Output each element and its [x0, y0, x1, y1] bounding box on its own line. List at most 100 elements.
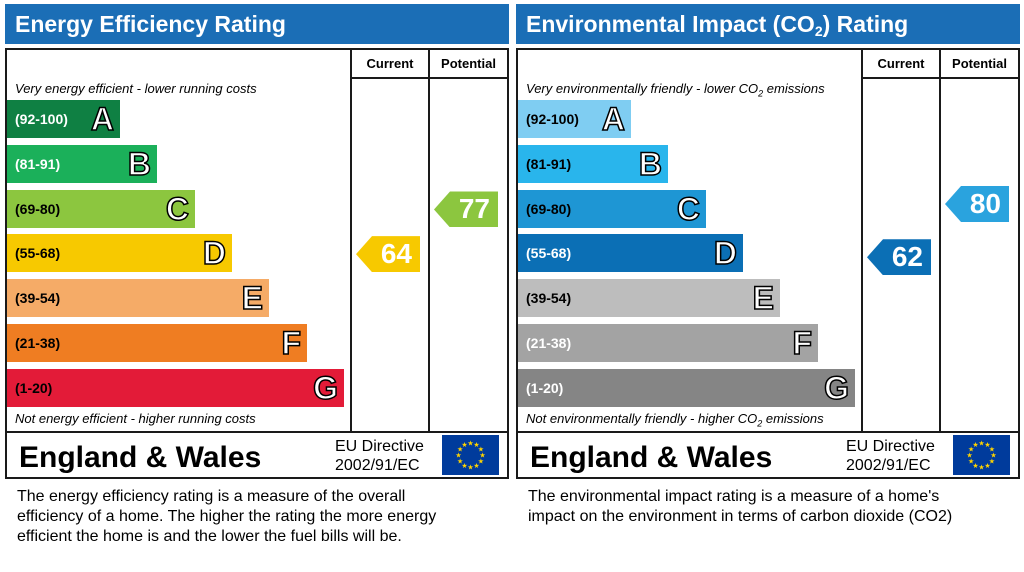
- star-icon: ★: [978, 464, 984, 472]
- band-range-label: (55-68): [526, 245, 572, 261]
- star-icon: ★: [455, 452, 461, 460]
- rating-band-b: (81-91) B: [518, 145, 668, 183]
- region-label: England & Wales: [19, 441, 262, 474]
- band-range-label: (69-80): [526, 201, 572, 217]
- star-icon: ★: [461, 462, 467, 470]
- star-icon: ★: [467, 464, 473, 472]
- current-column-header: Current: [877, 56, 925, 71]
- band-range-label: (39-54): [15, 290, 61, 306]
- band-range-label: (55-68): [15, 245, 61, 261]
- top-note: Very energy efficient - lower running co…: [15, 81, 257, 96]
- band-letter: G: [823, 369, 849, 407]
- directive-line: 2002/91/EC: [335, 457, 420, 474]
- rating-band-a: (92-100) A: [7, 100, 120, 138]
- star-icon: ★: [461, 441, 467, 449]
- rating-band-f: (21-38) F: [518, 324, 818, 362]
- energy-title: Energy Efficiency Rating: [5, 4, 509, 44]
- band-range-label: (81-91): [526, 156, 572, 172]
- rating-band-d: (55-68) D: [7, 234, 232, 272]
- star-icon: ★: [479, 452, 485, 460]
- energy-efficiency-panel: Energy Efficiency Rating Current Potenti…: [5, 0, 509, 572]
- star-icon: ★: [473, 462, 479, 470]
- star-icon: ★: [457, 446, 463, 454]
- divider: [350, 77, 509, 79]
- rating-band-f: (21-38) F: [7, 324, 307, 362]
- star-icon: ★: [984, 441, 990, 449]
- eu-flag-icon: ★ ★ ★ ★ ★ ★ ★ ★ ★ ★ ★ ★: [442, 435, 499, 475]
- band-letter: A: [90, 100, 115, 138]
- star-icon: ★: [972, 462, 978, 470]
- star-icon: ★: [968, 458, 974, 466]
- band-letter: C: [676, 190, 701, 228]
- environment-title: Environmental Impact (CO2) Rating: [516, 4, 1020, 44]
- star-icon: ★: [473, 441, 479, 449]
- environmental-impact-panel: Environmental Impact (CO2) Rating Curren…: [516, 0, 1020, 572]
- current-column-header: Current: [366, 56, 414, 71]
- rating-band-d: (55-68) D: [518, 234, 743, 272]
- divider: [428, 48, 430, 433]
- directive-line: EU Directive: [846, 438, 935, 455]
- eu-flag-icon: ★ ★ ★ ★ ★ ★ ★ ★ ★ ★ ★ ★: [953, 435, 1010, 475]
- band-range-label: (21-38): [15, 335, 61, 351]
- star-icon: ★: [966, 452, 972, 460]
- eu-directive: EU Directive 2002/91/EC: [846, 437, 935, 475]
- band-letter: B: [638, 145, 663, 183]
- band-letter: B: [127, 145, 152, 183]
- rating-band-e: (39-54) E: [518, 279, 780, 317]
- band-letter: A: [601, 100, 626, 138]
- potential-rating-arrow: 77: [434, 191, 498, 228]
- rating-band-c: (69-80) C: [518, 190, 706, 228]
- rating-band-g: (1-20) G: [518, 369, 855, 407]
- band-letter: F: [792, 324, 813, 362]
- star-icon: ★: [478, 458, 484, 466]
- band-range-label: (81-91): [15, 156, 61, 172]
- star-icon: ★: [478, 446, 484, 454]
- star-icon: ★: [972, 441, 978, 449]
- directive-line: EU Directive: [335, 438, 424, 455]
- band-range-label: (92-100): [15, 111, 68, 127]
- eu-directive: EU Directive 2002/91/EC: [335, 437, 424, 475]
- divider: [516, 431, 1020, 433]
- band-letter: E: [752, 279, 775, 317]
- region-label: England & Wales: [530, 441, 773, 474]
- divider: [861, 48, 863, 433]
- band-range-label: (69-80): [15, 201, 61, 217]
- band-range-label: (92-100): [526, 111, 579, 127]
- bottom-note: Not energy efficient - higher running co…: [15, 411, 256, 426]
- rating-band-a: (92-100) A: [518, 100, 631, 138]
- star-icon: ★: [457, 458, 463, 466]
- rating-band-b: (81-91) B: [7, 145, 157, 183]
- current-rating-arrow: 62: [867, 239, 931, 276]
- star-icon: ★: [968, 446, 974, 454]
- star-icon: ★: [467, 440, 473, 448]
- potential-column-header: Potential: [952, 56, 1007, 71]
- bottom-note: Not environmentally friendly - higher CO…: [526, 411, 824, 429]
- potential-rating-arrow: 80: [945, 186, 1009, 222]
- star-icon: ★: [990, 452, 996, 460]
- star-icon: ★: [989, 458, 995, 466]
- directive-line: 2002/91/EC: [846, 457, 931, 474]
- divider: [350, 48, 352, 433]
- rating-band-c: (69-80) C: [7, 190, 195, 228]
- band-range-label: (21-38): [526, 335, 572, 351]
- band-letter: F: [281, 324, 302, 362]
- top-note: Very environmentally friendly - lower CO…: [526, 81, 825, 99]
- divider: [861, 77, 1020, 79]
- divider: [939, 48, 941, 433]
- band-letter: G: [312, 369, 338, 407]
- band-letter: E: [241, 279, 264, 317]
- band-letter: D: [713, 234, 738, 272]
- band-letter: C: [165, 190, 190, 228]
- potential-column-header: Potential: [441, 56, 496, 71]
- band-range-label: (1-20): [15, 380, 53, 396]
- rating-band-e: (39-54) E: [7, 279, 269, 317]
- band-letter: D: [202, 234, 227, 272]
- band-range-label: (39-54): [526, 290, 572, 306]
- divider: [5, 431, 509, 433]
- energy-caption: The energy efficiency rating is a measur…: [17, 488, 437, 545]
- rating-band-g: (1-20) G: [7, 369, 344, 407]
- star-icon: ★: [984, 462, 990, 470]
- environment-caption: The environmental impact rating is a mea…: [528, 488, 953, 525]
- band-range-label: (1-20): [526, 380, 564, 396]
- star-icon: ★: [989, 446, 995, 454]
